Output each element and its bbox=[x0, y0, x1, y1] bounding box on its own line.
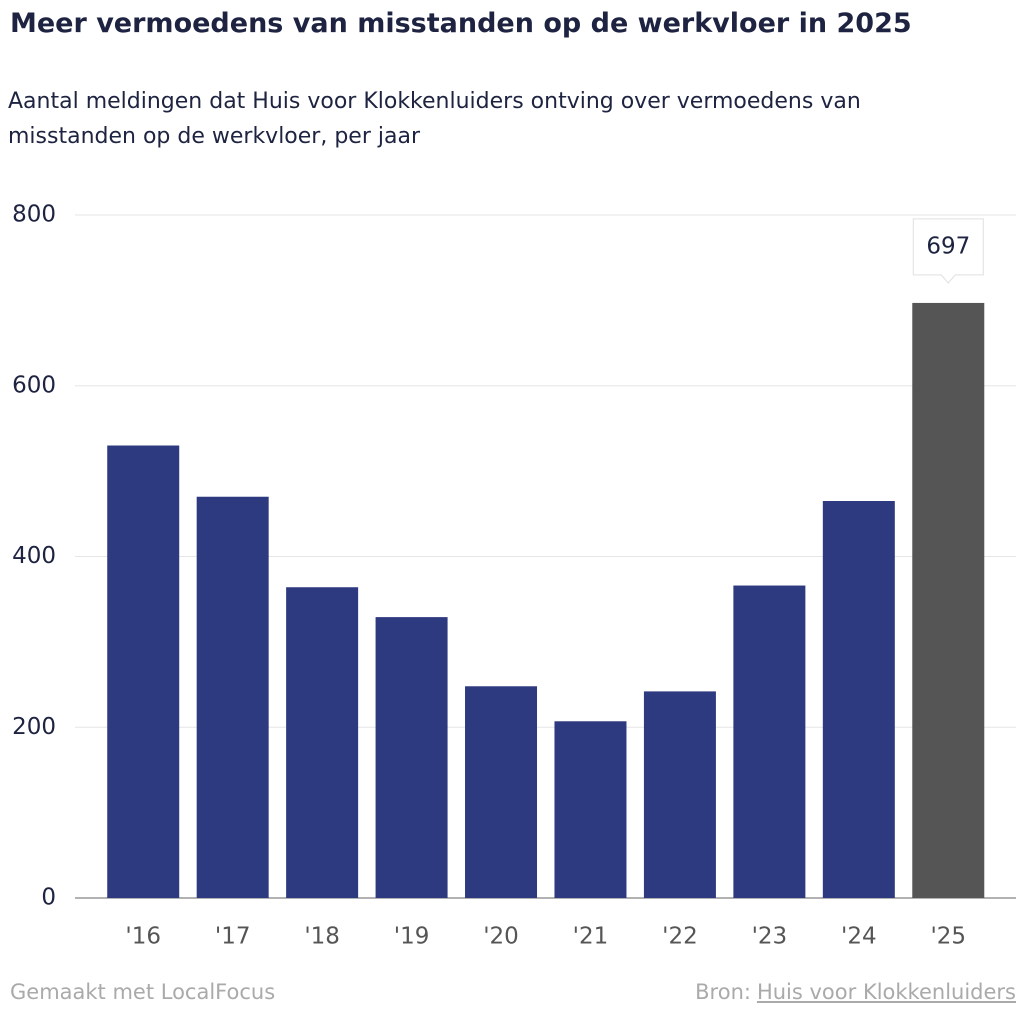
bar bbox=[196, 496, 269, 898]
bar bbox=[107, 445, 180, 898]
bar bbox=[286, 587, 359, 898]
x-tick-label: '24 bbox=[841, 924, 877, 950]
x-tick-label: '25 bbox=[930, 924, 966, 950]
bar bbox=[643, 691, 716, 898]
x-tick-label: '16 bbox=[125, 924, 161, 950]
source: Bron: Huis voor Klokkenluiders bbox=[695, 980, 1016, 1004]
credit: Gemaakt met LocalFocus bbox=[10, 980, 276, 1004]
x-tick-label: '22 bbox=[662, 924, 698, 950]
source-link[interactable]: Huis voor Klokkenluiders bbox=[756, 980, 1016, 1004]
tooltip-box bbox=[912, 218, 984, 284]
source-label: Bron: bbox=[695, 980, 751, 1004]
bar bbox=[912, 302, 985, 898]
x-tick-label: '20 bbox=[483, 924, 519, 950]
bar bbox=[465, 686, 538, 898]
y-tick-label: 400 bbox=[12, 543, 56, 569]
chart-subtitle: Aantal meldingen dat Huis voor Klokkenlu… bbox=[8, 89, 861, 149]
y-tick-label: 200 bbox=[12, 714, 56, 740]
x-tick-label: '18 bbox=[304, 924, 340, 950]
x-tick-label: '23 bbox=[752, 924, 788, 950]
x-tick-label: '21 bbox=[573, 924, 609, 950]
y-tick-label: 0 bbox=[41, 885, 56, 911]
y-tick-label: 600 bbox=[12, 372, 56, 398]
y-tick-label: 800 bbox=[12, 202, 56, 228]
bar bbox=[554, 721, 627, 898]
bar bbox=[822, 501, 895, 898]
data-label: 697 bbox=[926, 233, 970, 259]
bar bbox=[733, 585, 806, 898]
chart-title: Meer vermoedens van misstanden op de wer… bbox=[10, 8, 912, 39]
bar bbox=[375, 617, 448, 898]
x-tick-label: '17 bbox=[215, 924, 251, 950]
x-tick-label: '19 bbox=[394, 924, 430, 950]
